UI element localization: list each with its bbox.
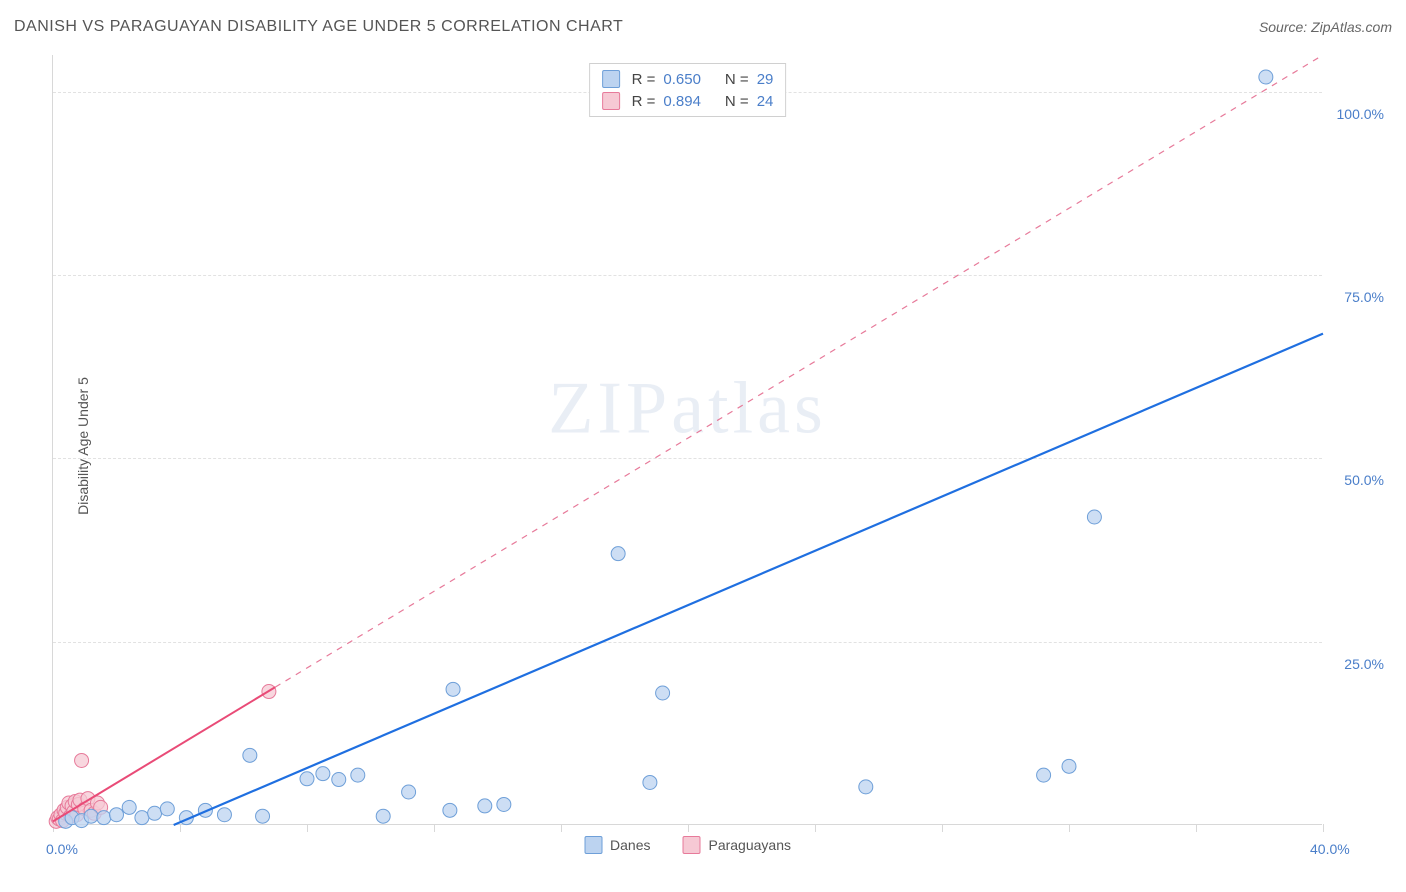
swatch-paraguayans <box>682 836 700 854</box>
legend-series: Danes Paraguayans <box>584 836 791 854</box>
legend-label-danes: Danes <box>610 837 650 853</box>
n-label: N = <box>725 71 749 88</box>
legend-row-paraguayans: R = 0.894 N = 24 <box>602 90 774 112</box>
plot-area: ZIPatlas 25.0%50.0%75.0%100.0% R = 0.650… <box>52 55 1322 825</box>
swatch-danes <box>602 70 620 88</box>
n-value-danes: 29 <box>757 71 774 88</box>
chart-header: DANISH VS PARAGUAYAN DISABILITY AGE UNDE… <box>14 18 1392 36</box>
legend-correlation: R = 0.650 N = 29 R = 0.894 N = 24 <box>589 63 787 117</box>
x-axis-origin-label: 0.0% <box>46 841 78 857</box>
y-tick-label: 75.0% <box>1344 289 1384 305</box>
r-label: R = <box>632 93 656 110</box>
r-value-danes: 0.650 <box>663 71 701 88</box>
legend-item-paraguayans: Paraguayans <box>682 836 791 854</box>
x-axis-max-label: 40.0% <box>1310 841 1350 857</box>
y-tick-label: 25.0% <box>1344 656 1384 672</box>
r-label: R = <box>632 71 656 88</box>
swatch-paraguayans <box>602 92 620 110</box>
source-attribution: Source: ZipAtlas.com <box>1259 19 1392 35</box>
swatch-danes <box>584 836 602 854</box>
chart-svg <box>53 55 1322 824</box>
chart-title: DANISH VS PARAGUAYAN DISABILITY AGE UNDE… <box>14 18 623 36</box>
r-value-paraguayans: 0.894 <box>663 93 701 110</box>
legend-label-paraguayans: Paraguayans <box>708 837 791 853</box>
y-tick-label: 100.0% <box>1337 106 1384 122</box>
legend-item-danes: Danes <box>584 836 650 854</box>
y-tick-label: 50.0% <box>1344 472 1384 488</box>
legend-row-danes: R = 0.650 N = 29 <box>602 68 774 90</box>
n-label: N = <box>725 93 749 110</box>
n-value-paraguayans: 24 <box>757 93 774 110</box>
